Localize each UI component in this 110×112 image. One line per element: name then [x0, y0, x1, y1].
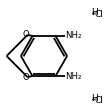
- Text: NH₂: NH₂: [65, 71, 82, 81]
- Text: NH₂: NH₂: [65, 31, 82, 41]
- Text: H: H: [91, 94, 98, 103]
- Text: O: O: [23, 30, 29, 39]
- Text: H: H: [91, 8, 98, 17]
- Text: O: O: [23, 73, 29, 82]
- Text: Cl: Cl: [94, 96, 103, 105]
- Text: Cl: Cl: [94, 10, 103, 19]
